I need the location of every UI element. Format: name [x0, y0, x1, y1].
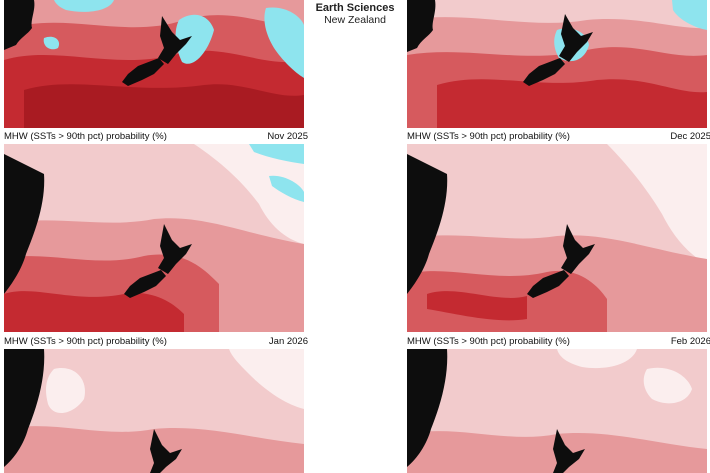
below-normal-patch [54, 0, 114, 12]
logo-line-2: New Zealand [324, 14, 386, 26]
heat-zone-very-low [643, 367, 692, 404]
heat-zone-extreme [24, 84, 304, 128]
panel-2-caption-month: Nov 2025 [267, 131, 308, 142]
panel-4-caption: MHW (SSTs > 90th pct) probability (%) Ja… [4, 335, 308, 349]
heat-zone-very-high [4, 291, 184, 332]
heat-zone-very-high [427, 291, 527, 321]
south-island [523, 58, 565, 86]
north-island [158, 16, 192, 64]
panel-2-caption-metric: MHW (SSTs > 90th pct) probability (%) [4, 131, 167, 142]
south-island [122, 58, 164, 86]
north-island [158, 224, 192, 274]
below-normal-patch [175, 14, 214, 64]
heat-zone-very-low [607, 144, 707, 264]
map-panel-6 [407, 349, 707, 473]
logo-line-1: Earth Sciences [315, 2, 395, 14]
below-normal-patch [43, 36, 60, 50]
map-panel-1 [4, 0, 304, 128]
north-island [553, 429, 585, 473]
australia-landmass [407, 0, 436, 52]
australia-landmass [4, 0, 35, 50]
panel-3-caption-month: Dec 2025 [670, 131, 710, 142]
australia-landmass [4, 154, 45, 294]
north-island [561, 224, 595, 274]
below-normal-patch [249, 144, 304, 164]
below-normal-patch [672, 0, 707, 30]
panel-4-caption-month: Jan 2026 [268, 336, 308, 347]
heat-zone-very-low [229, 349, 304, 409]
south-island [124, 270, 166, 298]
north-island [559, 14, 593, 62]
heat-zone-very-low [46, 368, 85, 414]
below-normal-patch [269, 175, 304, 202]
panel-2-caption: MHW (SSTs > 90th pct) probability (%) No… [4, 130, 308, 144]
panel-3-caption-metric: MHW (SSTs > 90th pct) probability (%) [407, 131, 570, 142]
earth-sciences-logo: Earth Sciences New Zealand [305, 2, 405, 26]
heat-zone-very-high [437, 79, 707, 128]
australia-landmass [4, 349, 45, 467]
map-panel-4 [407, 144, 707, 332]
panel-5-caption-metric: MHW (SSTs > 90th pct) probability (%) [407, 336, 570, 347]
heat-zone-very-low [194, 144, 304, 244]
map-panel-5 [4, 349, 304, 473]
panel-5-caption: MHW (SSTs > 90th pct) probability (%) Fe… [407, 335, 710, 349]
south-island [527, 270, 569, 298]
heat-zone-very-low [557, 349, 637, 369]
australia-landmass [407, 349, 448, 467]
panel-3-caption: MHW (SSTs > 90th pct) probability (%) De… [407, 130, 710, 144]
below-normal-patch [264, 7, 304, 78]
australia-landmass [407, 154, 448, 294]
north-island [150, 429, 182, 473]
map-panel-2 [407, 0, 707, 128]
panel-5-caption-month: Feb 2026 [670, 336, 710, 347]
map-panel-3 [4, 144, 304, 332]
panel-4-caption-metric: MHW (SSTs > 90th pct) probability (%) [4, 336, 167, 347]
